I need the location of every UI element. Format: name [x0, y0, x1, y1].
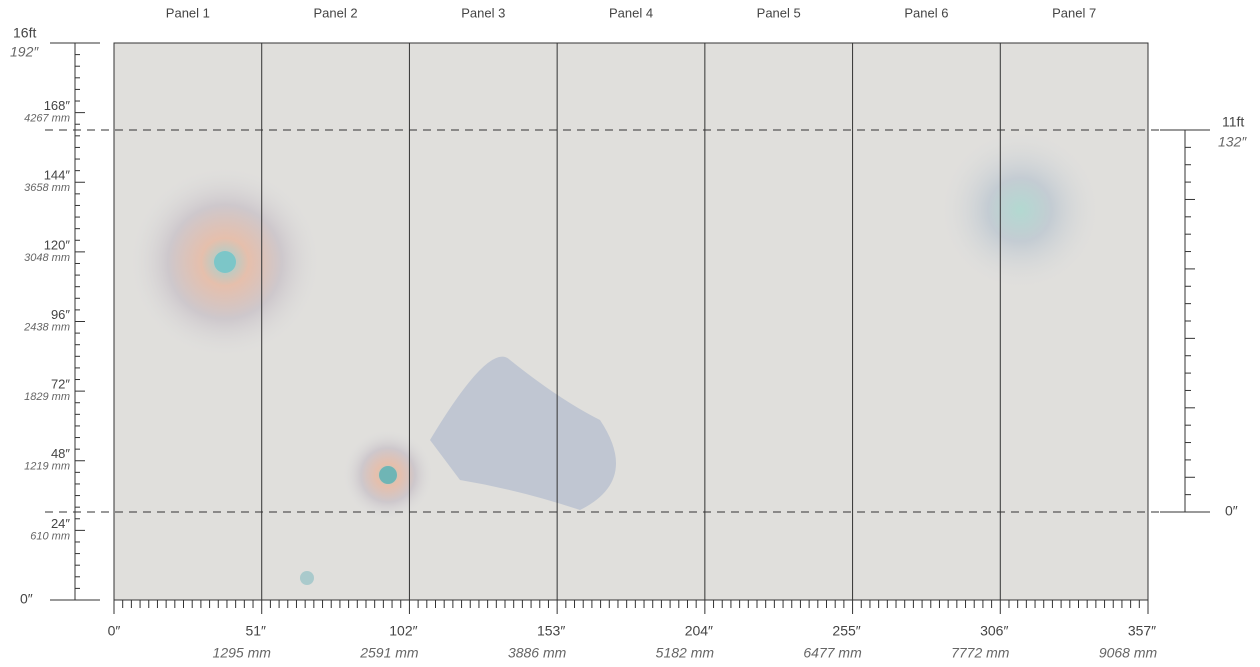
ruler-label: 610 mm	[30, 530, 70, 542]
ruler-label: 96″	[51, 307, 70, 322]
ruler-label: 255″	[832, 623, 860, 639]
ruler-label: 0″	[20, 591, 33, 607]
ruler-label: 102″	[389, 623, 417, 639]
ruler-label: 3658 mm	[24, 182, 70, 194]
ruler-label: 51″	[245, 623, 266, 639]
ruler-label: 306″	[980, 623, 1008, 639]
ruler-label: 1219 mm	[24, 461, 70, 473]
panel-label: Panel 1	[166, 5, 210, 20]
ruler-label: 72″	[51, 377, 70, 392]
panel-label: Panel 4	[609, 5, 653, 20]
ruler-label: 3886 mm	[508, 645, 567, 661]
ruler-label: 144″	[44, 168, 71, 183]
ruler-label: 3048 mm	[24, 252, 70, 264]
ruler-label: 2438 mm	[23, 321, 70, 333]
ruler-label: 5182 mm	[656, 645, 715, 661]
ruler-label: 168″	[44, 98, 71, 113]
ruler-label: 132″	[1218, 134, 1247, 150]
panel-label: Panel 3	[461, 5, 505, 20]
ruler-label: 0″	[1225, 503, 1238, 519]
ruler-label: 204″	[685, 623, 713, 639]
ruler-label: 0″	[108, 623, 121, 639]
ruler-label: 9068 mm	[1099, 645, 1158, 661]
ruler-label: 11ft	[1222, 114, 1244, 130]
panel-label: Panel 2	[314, 5, 358, 20]
ruler-label: 7772 mm	[951, 645, 1010, 661]
panel-label: Panel 6	[904, 5, 948, 20]
ruler-label: 24″	[51, 516, 70, 531]
ruler-label: 153″	[537, 623, 565, 639]
ruler-label: 4267 mm	[24, 113, 70, 125]
ruler-label: 1829 mm	[24, 391, 70, 403]
ruler-label: 2591 mm	[359, 645, 419, 661]
ruler-label: 48″	[51, 446, 70, 461]
panel-label: Panel 7	[1052, 5, 1096, 20]
ruler-label: 357″	[1128, 623, 1156, 639]
ruler-label: 1295 mm	[213, 645, 272, 661]
panel-label: Panel 5	[757, 5, 801, 20]
ruler-label: 120″	[44, 237, 71, 252]
ruler-label: 192″	[10, 44, 39, 60]
mural-image	[113, 42, 1149, 601]
ruler-label: 6477 mm	[803, 645, 862, 661]
ruler-label: 16ft	[13, 25, 36, 41]
